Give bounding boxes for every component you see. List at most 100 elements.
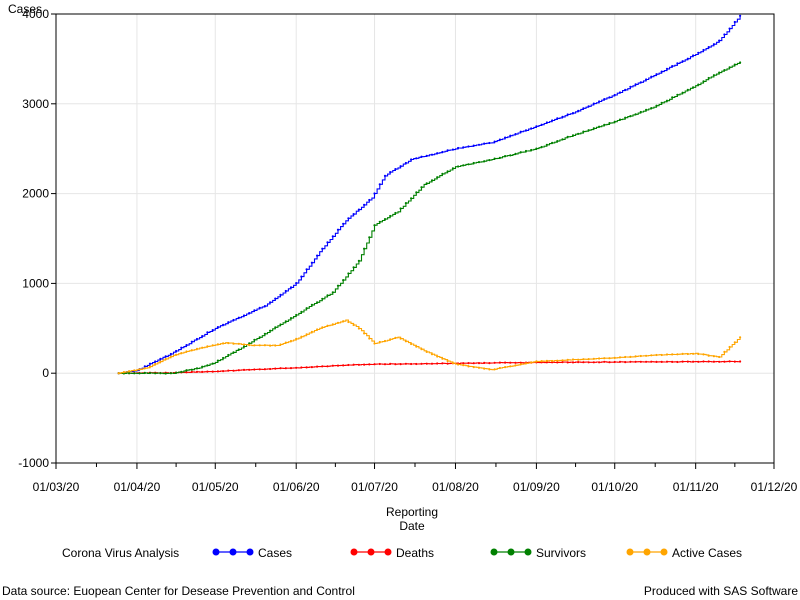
data-point <box>310 330 313 333</box>
data-point <box>227 353 230 357</box>
data-point <box>321 297 324 300</box>
data-point <box>169 372 172 375</box>
data-point <box>598 100 601 103</box>
data-point <box>739 61 742 64</box>
data-point <box>504 155 507 158</box>
data-point <box>540 123 543 126</box>
data-point <box>702 360 705 363</box>
data-point <box>347 363 350 367</box>
data-point <box>577 132 580 135</box>
data-point <box>493 361 496 364</box>
data-point <box>530 127 533 130</box>
data-point <box>587 105 590 108</box>
data-point <box>154 360 157 363</box>
data-point <box>159 372 162 375</box>
data-point <box>477 143 481 146</box>
data-point <box>248 312 251 315</box>
data-point <box>441 150 444 154</box>
data-point <box>650 107 653 110</box>
data-point <box>211 344 214 347</box>
data-point <box>493 140 496 143</box>
data-point <box>723 350 726 353</box>
data-point <box>728 360 731 363</box>
data-point <box>410 158 413 161</box>
data-point <box>326 365 329 368</box>
data-point <box>248 368 251 371</box>
data-point <box>164 355 167 358</box>
data-point <box>655 360 658 363</box>
data-point <box>577 109 580 112</box>
data-point <box>723 360 726 363</box>
legend-swatch-marker <box>490 548 498 556</box>
data-point <box>321 326 324 329</box>
data-point <box>592 361 595 364</box>
data-point <box>519 363 522 366</box>
legend-item-active-cases: Active Cases <box>626 546 742 560</box>
data-point <box>535 360 538 363</box>
legend-swatch-marker <box>350 548 358 556</box>
y-tick-label: 1000 <box>22 276 49 290</box>
data-point <box>316 254 319 257</box>
data-point <box>613 93 616 97</box>
data-point <box>378 220 381 223</box>
legend-item-cases: Cases <box>212 546 292 560</box>
data-point <box>331 323 334 326</box>
data-point <box>410 342 413 346</box>
data-point <box>300 366 303 369</box>
series-cases <box>117 14 742 375</box>
data-point <box>201 370 204 373</box>
data-point <box>143 367 146 370</box>
data-point <box>613 356 616 359</box>
data-point <box>242 345 246 348</box>
data-point <box>316 301 319 304</box>
data-point <box>446 362 449 365</box>
data-point <box>216 359 219 362</box>
data-point <box>352 266 355 269</box>
grid <box>55 13 775 464</box>
data-point <box>665 67 669 70</box>
data-point <box>645 78 648 81</box>
data-point <box>378 183 381 186</box>
data-point <box>629 115 632 118</box>
data-point <box>133 372 136 375</box>
data-point <box>378 362 381 366</box>
data-point <box>598 361 601 364</box>
data-point <box>404 340 407 343</box>
data-point <box>394 363 397 366</box>
data-point <box>383 339 387 343</box>
data-point <box>143 371 146 374</box>
data-point <box>336 284 340 287</box>
data-point <box>561 361 564 364</box>
data-point <box>587 361 590 364</box>
x-tick-label: 01/05/20 <box>192 480 239 494</box>
data-point <box>436 152 439 155</box>
data-point <box>530 148 533 152</box>
data-point <box>498 156 501 159</box>
data-point <box>237 342 240 345</box>
data-point <box>739 360 742 363</box>
data-point <box>295 313 298 317</box>
data-point <box>159 360 162 363</box>
data-point <box>206 345 209 348</box>
legend-label: Survivors <box>536 546 586 560</box>
data-point <box>457 165 460 168</box>
data-point <box>692 352 695 355</box>
data-point <box>608 122 611 125</box>
data-point <box>634 360 637 363</box>
data-point <box>483 367 486 370</box>
data-point <box>571 112 575 115</box>
data-point <box>295 282 298 285</box>
y-tick-label: -1000 <box>18 456 49 470</box>
data-point <box>378 340 381 344</box>
data-point <box>404 202 407 205</box>
data-point <box>195 367 199 370</box>
data-point <box>331 364 334 367</box>
data-point <box>222 323 225 326</box>
data-point <box>310 261 313 264</box>
data-point <box>718 355 721 359</box>
data-point <box>420 348 423 351</box>
data-point <box>493 368 496 371</box>
data-point <box>598 357 601 360</box>
data-point <box>451 362 454 365</box>
data-point <box>671 65 674 68</box>
